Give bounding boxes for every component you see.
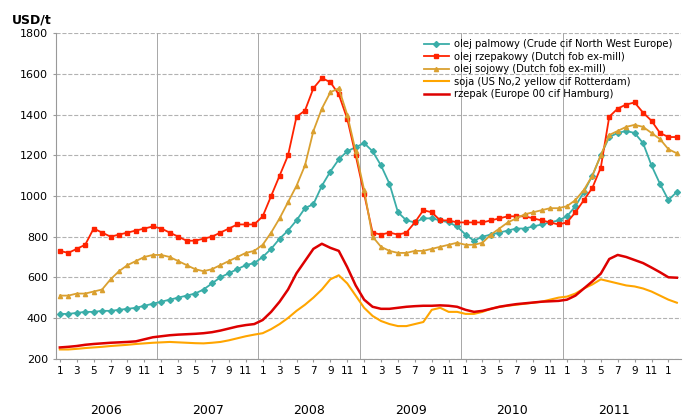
olej rzepakowy (Dutch fob ex-mill)	[199, 236, 208, 241]
rzepak (Europe 00 cif Hamburg)	[411, 304, 419, 309]
Text: 2011: 2011	[598, 404, 629, 417]
soja (US No,2 yellow cif Rotterdam)	[402, 324, 411, 329]
olej rzepakowy (Dutch fob ex-mill)	[56, 249, 64, 254]
olej palmowy (Crude cif North West Europe)	[191, 291, 199, 296]
olej sojowy (Dutch fob ex-mill)	[56, 293, 64, 298]
Line: rzepak (Europe 00 cif Hamburg): rzepak (Europe 00 cif Hamburg)	[60, 244, 677, 347]
rzepak (Europe 00 cif Hamburg)	[259, 317, 267, 322]
soja (US No,2 yellow cif Rotterdam)	[56, 347, 64, 352]
Legend: olej palmowy (Crude cif North West Europe), olej rzepakowy (Dutch fob ex-mill), : olej palmowy (Crude cif North West Europ…	[420, 35, 676, 103]
olej rzepakowy (Dutch fob ex-mill)	[673, 135, 681, 140]
Text: 2007: 2007	[192, 404, 224, 417]
olej rzepakowy (Dutch fob ex-mill)	[411, 220, 419, 225]
olej rzepakowy (Dutch fob ex-mill)	[267, 193, 275, 198]
rzepak (Europe 00 cif Hamburg)	[56, 345, 64, 350]
Line: olej rzepakowy (Dutch fob ex-mill): olej rzepakowy (Dutch fob ex-mill)	[58, 76, 679, 255]
olej palmowy (Crude cif North West Europe)	[56, 311, 64, 317]
olej sojowy (Dutch fob ex-mill)	[183, 263, 191, 268]
olej sojowy (Dutch fob ex-mill)	[334, 86, 343, 91]
olej palmowy (Crude cif North West Europe)	[402, 218, 411, 223]
rzepak (Europe 00 cif Hamburg)	[191, 332, 199, 337]
olej rzepakowy (Dutch fob ex-mill)	[419, 208, 427, 213]
Text: 2006: 2006	[90, 404, 122, 417]
rzepak (Europe 00 cif Hamburg)	[402, 304, 411, 309]
soja (US No,2 yellow cif Rotterdam)	[191, 341, 199, 346]
soja (US No,2 yellow cif Rotterdam)	[183, 340, 191, 345]
Text: 2009: 2009	[395, 404, 427, 417]
olej rzepakowy (Dutch fob ex-mill)	[630, 100, 639, 105]
olej sojowy (Dutch fob ex-mill)	[411, 249, 419, 254]
olej rzepakowy (Dutch fob ex-mill)	[318, 75, 326, 80]
soja (US No,2 yellow cif Rotterdam)	[622, 283, 630, 288]
olej sojowy (Dutch fob ex-mill)	[402, 250, 411, 255]
Line: olej palmowy (Crude cif North West Europe): olej palmowy (Crude cif North West Europ…	[58, 129, 679, 316]
olej palmowy (Crude cif North West Europe)	[183, 293, 191, 298]
olej sojowy (Dutch fob ex-mill)	[673, 151, 681, 156]
Text: USD/t: USD/t	[12, 14, 51, 27]
olej sojowy (Dutch fob ex-mill)	[622, 124, 630, 129]
olej palmowy (Crude cif North West Europe)	[394, 210, 402, 215]
Line: soja (US No,2 yellow cif Rotterdam): soja (US No,2 yellow cif Rotterdam)	[60, 275, 677, 349]
olej sojowy (Dutch fob ex-mill)	[191, 267, 199, 272]
Text: 2010: 2010	[496, 404, 528, 417]
olej palmowy (Crude cif North West Europe)	[614, 131, 622, 136]
rzepak (Europe 00 cif Hamburg)	[318, 241, 326, 246]
soja (US No,2 yellow cif Rotterdam)	[673, 300, 681, 305]
olej palmowy (Crude cif North West Europe)	[259, 254, 267, 259]
olej rzepakowy (Dutch fob ex-mill)	[191, 238, 199, 243]
soja (US No,2 yellow cif Rotterdam)	[259, 331, 267, 336]
rzepak (Europe 00 cif Hamburg)	[673, 275, 681, 280]
rzepak (Europe 00 cif Hamburg)	[183, 332, 191, 337]
soja (US No,2 yellow cif Rotterdam)	[334, 273, 343, 278]
rzepak (Europe 00 cif Hamburg)	[622, 254, 630, 259]
soja (US No,2 yellow cif Rotterdam)	[411, 322, 419, 327]
olej sojowy (Dutch fob ex-mill)	[259, 242, 267, 247]
olej palmowy (Crude cif North West Europe)	[622, 128, 630, 133]
Text: 2008: 2008	[293, 404, 325, 417]
olej palmowy (Crude cif North West Europe)	[673, 189, 681, 194]
olej rzepakowy (Dutch fob ex-mill)	[64, 250, 72, 255]
Line: olej sojowy (Dutch fob ex-mill): olej sojowy (Dutch fob ex-mill)	[58, 86, 679, 298]
